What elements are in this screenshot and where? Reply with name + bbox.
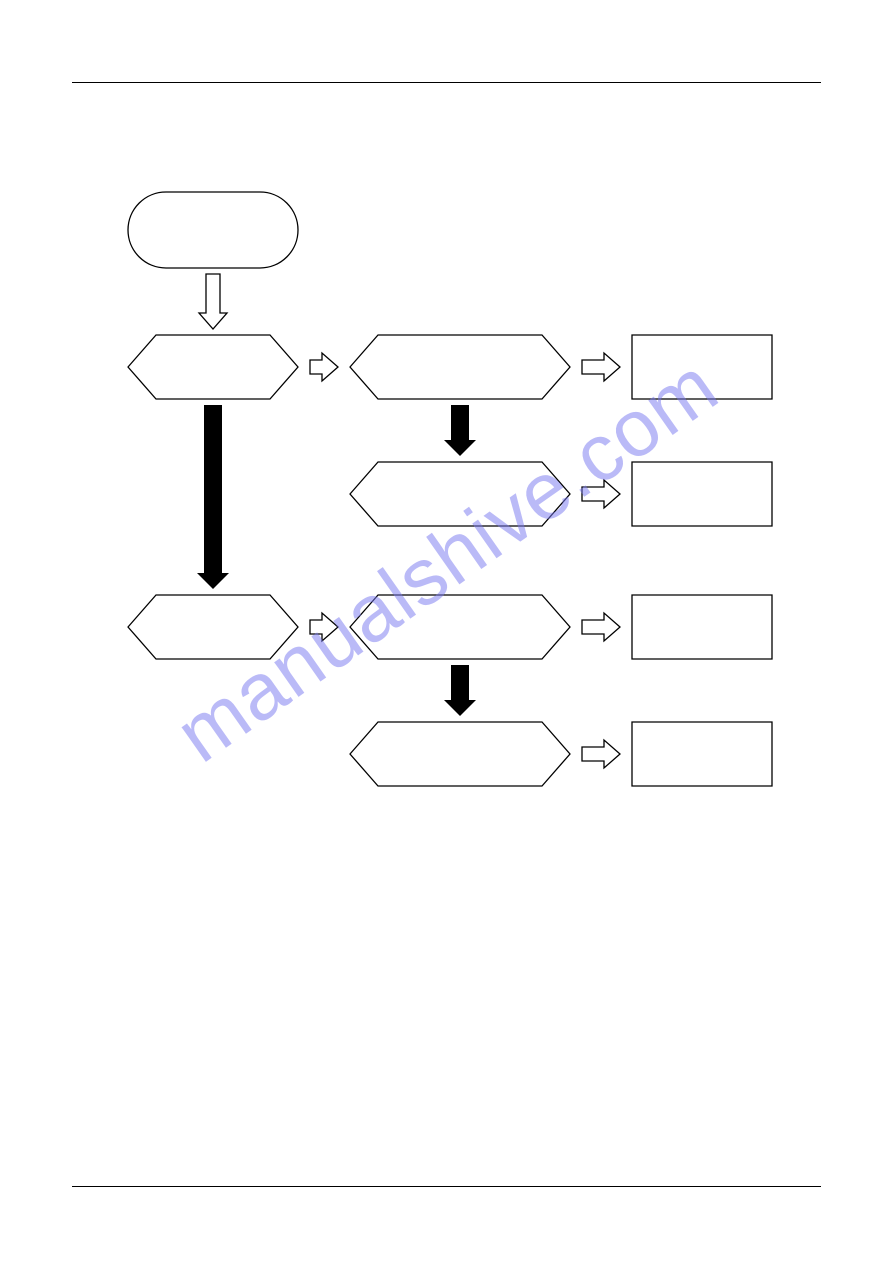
- flowchart-node-d2: [350, 335, 570, 399]
- flowchart-arrow: [197, 405, 229, 589]
- flowchart-node-d5: [350, 595, 570, 659]
- flowchart-node-d4: [128, 595, 298, 659]
- flowchart-arrow: [310, 613, 338, 641]
- flowchart-arrow: [310, 353, 338, 381]
- flowchart-arrow: [199, 274, 227, 329]
- flowchart-node-r2: [632, 462, 772, 526]
- flowchart-arrow: [582, 613, 620, 641]
- flowchart-node-d1: [128, 335, 298, 399]
- flowchart-arrow: [444, 665, 476, 716]
- flowchart-node-r1: [632, 335, 772, 399]
- flowchart-node-r4: [632, 722, 772, 786]
- flowchart-node-d3: [350, 462, 570, 526]
- flowchart: [0, 0, 893, 1263]
- flowchart-node-d6: [350, 722, 570, 786]
- flowchart-node-start: [128, 192, 298, 268]
- flowchart-node-r3: [632, 595, 772, 659]
- flowchart-arrow: [582, 480, 620, 508]
- flowchart-arrow: [444, 405, 476, 456]
- flowchart-arrow: [582, 353, 620, 381]
- flowchart-arrow: [582, 740, 620, 768]
